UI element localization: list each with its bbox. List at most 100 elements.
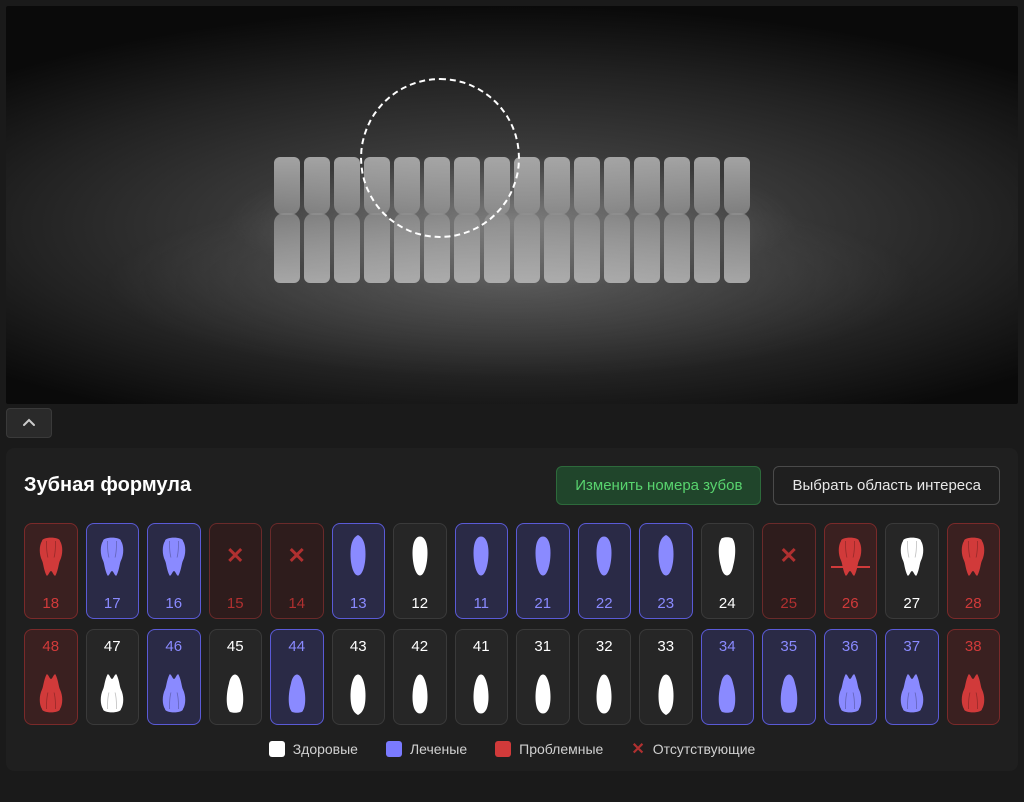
tooth-canine-icon xyxy=(343,670,373,718)
xray-image-panel[interactable] xyxy=(6,6,1018,404)
tooth-number: 42 xyxy=(411,638,428,655)
tooth-card-38[interactable]: 38 xyxy=(947,629,1001,725)
tooth-molar-icon xyxy=(835,532,865,580)
tooth-card-41[interactable]: 41 xyxy=(455,629,509,725)
tooth-card-32[interactable]: 32 xyxy=(578,629,632,725)
tooth-card-43[interactable]: 43 xyxy=(332,629,386,725)
tooth-molar-icon xyxy=(36,532,66,580)
tooth-number: 36 xyxy=(842,638,859,655)
tooth-card-11[interactable]: 11 xyxy=(455,523,509,619)
legend-swatch xyxy=(269,741,285,757)
missing-x-icon: ✕ xyxy=(282,532,312,580)
tooth-incisor-icon xyxy=(589,670,619,718)
tooth-incisor-icon xyxy=(589,532,619,580)
tooth-number: 28 xyxy=(965,595,982,612)
tooth-number: 15 xyxy=(227,595,244,612)
tooth-number: 11 xyxy=(473,595,489,612)
tooth-premolar-icon xyxy=(712,532,742,580)
tooth-card-46[interactable]: 46 xyxy=(147,629,201,725)
panel-title: Зубная формула xyxy=(24,474,544,497)
tooth-card-25[interactable]: ✕25 xyxy=(762,523,816,619)
tooth-number: 23 xyxy=(657,595,674,612)
tooth-molar-icon xyxy=(159,532,189,580)
tooth-premolar-icon xyxy=(282,670,312,718)
tooth-card-28[interactable]: 28 xyxy=(947,523,1001,619)
tooth-card-13[interactable]: 13 xyxy=(332,523,386,619)
tooth-number: 22 xyxy=(596,595,613,612)
tooth-card-18[interactable]: 18 xyxy=(24,523,78,619)
legend-item: Проблемные xyxy=(495,739,603,759)
tooth-number: 41 xyxy=(473,638,490,655)
tooth-molar-icon xyxy=(897,670,927,718)
tooth-number: 16 xyxy=(165,595,182,612)
tooth-molar-icon xyxy=(97,532,127,580)
tooth-number: 14 xyxy=(288,595,305,612)
tooth-molar-icon xyxy=(159,670,189,718)
tooth-card-14[interactable]: ✕ 14 xyxy=(270,523,324,619)
collapse-panel-button[interactable] xyxy=(6,408,52,438)
tooth-molar-icon xyxy=(835,670,865,718)
tooth-card-35[interactable]: 35 xyxy=(762,629,816,725)
legend: Здоровые Леченые Проблемные ✕Отсутствующие xyxy=(24,739,1000,759)
tooth-incisor-icon xyxy=(405,670,435,718)
tooth-premolar-icon xyxy=(220,670,250,718)
tooth-card-23[interactable]: 23 xyxy=(639,523,693,619)
legend-item: Леченые xyxy=(386,739,467,759)
tooth-card-33[interactable]: 33 xyxy=(639,629,693,725)
tooth-card-12[interactable]: 12 xyxy=(393,523,447,619)
tooth-number: 32 xyxy=(596,638,613,655)
tooth-number: 34 xyxy=(719,638,736,655)
tooth-card-34[interactable]: 34 xyxy=(701,629,755,725)
tooth-molar-icon xyxy=(958,532,988,580)
tooth-premolar-icon xyxy=(774,670,804,718)
legend-item: ✕Отсутствующие xyxy=(631,739,755,759)
tooth-card-26[interactable]: 26 xyxy=(824,523,878,619)
teeth-row-lower: 48 47 46 454443 42 41 31 32 33 34 35 36 37 38 xyxy=(24,629,1000,725)
tooth-number: 46 xyxy=(165,638,182,655)
tooth-number: 12 xyxy=(411,595,428,612)
tooth-number: 48 xyxy=(42,638,59,655)
tooth-card-27[interactable]: 27 xyxy=(885,523,939,619)
tooth-molar-icon xyxy=(958,670,988,718)
tooth-card-37[interactable]: 37 xyxy=(885,629,939,725)
tooth-card-24[interactable]: 24 xyxy=(701,523,755,619)
chevron-up-icon xyxy=(21,415,37,431)
tooth-canine-icon xyxy=(343,532,373,580)
tooth-number: 24 xyxy=(719,595,736,612)
dental-formula-panel: Зубная формула Изменить номера зубов Выб… xyxy=(6,448,1018,771)
tooth-card-21[interactable]: 21 xyxy=(516,523,570,619)
tooth-canine-icon xyxy=(651,670,681,718)
xray-teeth-lower xyxy=(274,213,750,283)
tooth-number: 26 xyxy=(842,595,859,612)
tooth-card-17[interactable]: 17 xyxy=(86,523,140,619)
tooth-card-45[interactable]: 45 xyxy=(209,629,263,725)
tooth-molar-icon xyxy=(97,670,127,718)
tooth-number: 33 xyxy=(657,638,674,655)
tooth-molar-icon xyxy=(897,532,927,580)
tooth-card-47[interactable]: 47 xyxy=(86,629,140,725)
select-roi-button[interactable]: Выбрать область интереса xyxy=(773,466,1000,505)
teeth-row-upper: 18 17 16 ✕ 15 ✕ 14 13 12 11 21 22 23 24 ✕25 26 27 28 xyxy=(24,523,1000,619)
tooth-card-44[interactable]: 44 xyxy=(270,629,324,725)
tooth-incisor-icon xyxy=(466,532,496,580)
tooth-card-42[interactable]: 42 xyxy=(393,629,447,725)
tooth-card-48[interactable]: 48 xyxy=(24,629,78,725)
tooth-number: 47 xyxy=(104,638,121,655)
tooth-number: 35 xyxy=(780,638,797,655)
tooth-card-22[interactable]: 22 xyxy=(578,523,632,619)
tooth-card-15[interactable]: ✕ 15 xyxy=(209,523,263,619)
missing-x-icon: ✕ xyxy=(220,532,250,580)
tooth-premolar-icon xyxy=(712,670,742,718)
tooth-card-31[interactable]: 31 xyxy=(516,629,570,725)
tooth-number: 17 xyxy=(104,595,121,612)
legend-label: Леченые xyxy=(410,741,467,757)
tooth-number: 18 xyxy=(42,595,59,612)
legend-label: Здоровые xyxy=(293,741,358,757)
tooth-number: 38 xyxy=(965,638,982,655)
legend-label: Проблемные xyxy=(519,741,603,757)
tooth-card-16[interactable]: 16 xyxy=(147,523,201,619)
tooth-incisor-icon xyxy=(466,670,496,718)
tooth-molar-icon xyxy=(36,670,66,718)
edit-teeth-numbers-button[interactable]: Изменить номера зубов xyxy=(556,466,761,505)
tooth-card-36[interactable]: 36 xyxy=(824,629,878,725)
